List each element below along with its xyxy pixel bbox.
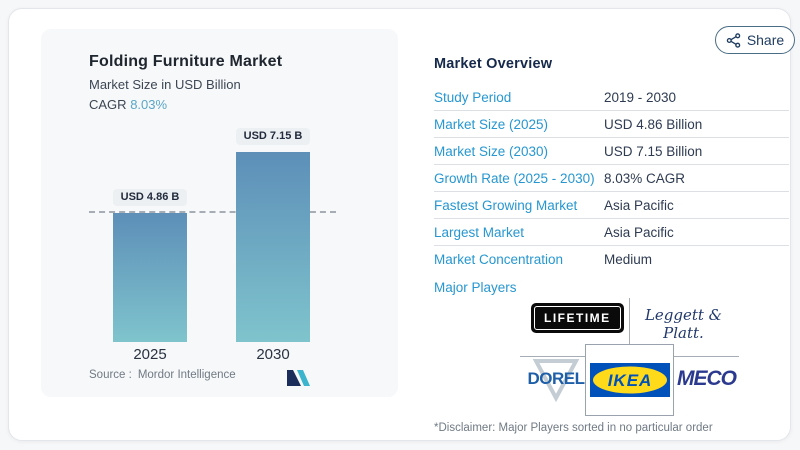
row-value: USD 4.86 Billion (604, 116, 703, 132)
table-row: Largest Market Asia Pacific (434, 219, 789, 246)
mordor-intelligence-logo-icon (287, 370, 310, 386)
row-label: Largest Market (434, 224, 525, 240)
share-icon (726, 32, 741, 48)
bar-2025 (113, 213, 187, 342)
logo-grid-vertical-divider (629, 298, 630, 356)
row-value: 2019 - 2030 (604, 89, 677, 105)
ikea-logo-box: IKEA (585, 344, 674, 416)
row-value: USD 7.15 Billion (604, 143, 703, 159)
table-row: Market Size (2030) USD 7.15 Billion (434, 138, 789, 165)
row-value: Medium (604, 252, 653, 267)
share-button-label: Share (746, 32, 785, 48)
chart-subtitle: Market Size in USD Billion (89, 77, 241, 92)
row-label: Study Period (434, 89, 512, 105)
chart-title: Folding Furniture Market (89, 53, 283, 70)
row-value: Asia Pacific (604, 197, 674, 213)
dorel-logo: DOREL (526, 356, 586, 404)
row-label: Market Concentration (434, 252, 564, 267)
dorel-logo-text: DOREL (527, 369, 586, 388)
table-row: Study Period 2019 - 2030 (434, 84, 789, 111)
bar-2030 (236, 152, 310, 342)
cagr-value: 8.03% (130, 97, 168, 112)
overview-heading: Market Overview (434, 56, 553, 72)
infographic-card: Folding Furniture Market Market Size in … (8, 8, 795, 441)
table-row: Market Size (2025) USD 4.86 Billion (434, 111, 789, 138)
overview-table: Study Period 2019 - 2030 Market Size (20… (434, 84, 789, 273)
lifetime-logo: LIFETIME (531, 303, 624, 333)
major-players-label: Major Players (434, 280, 517, 295)
table-row: Market Concentration Medium (434, 246, 789, 273)
row-label: Fastest Growing Market (434, 197, 578, 213)
row-label: Market Size (2025) (434, 116, 549, 132)
chart-cagr: CAGR 8.03% (89, 97, 167, 112)
major-players-disclaimer: *Disclaimer: Major Players sorted in no … (434, 422, 713, 434)
lifetime-logo-text: LIFETIME (544, 311, 611, 325)
source-label: Source : (89, 369, 132, 381)
row-label: Market Size (2030) (434, 143, 549, 159)
x-axis-label-2025: 2025 (133, 346, 167, 363)
row-label: Growth Rate (2025 - 2030) (434, 170, 595, 186)
reference-dashed-line (89, 211, 336, 213)
source-name: Mordor Intelligence (137, 369, 236, 381)
share-button[interactable]: Share (715, 26, 795, 54)
cagr-label: CAGR (89, 97, 127, 112)
row-value: Asia Pacific (604, 224, 674, 240)
leggett-platt-logo: Leggett & Platt. (644, 306, 723, 342)
chart-panel (41, 29, 398, 397)
table-row: Fastest Growing Market Asia Pacific (434, 192, 789, 219)
ikea-logo: IKEA (589, 363, 670, 397)
bar-chart: USD 4.86 B USD 7.15 B (89, 124, 381, 342)
row-value: 8.03% CAGR (604, 170, 686, 186)
source-row: Source : Mordor Intelligence (89, 369, 242, 381)
dorel-triangle-icon (532, 359, 580, 402)
table-row: Growth Rate (2025 - 2030) 8.03% CAGR (434, 165, 789, 192)
bar-value-label-2025: USD 4.86 B (113, 189, 187, 206)
x-axis-label-2030: 2030 (256, 346, 290, 363)
meco-logo: MECO (677, 367, 737, 390)
ikea-logo-text: IKEA (607, 371, 652, 390)
bar-value-label-2030: USD 7.15 B (236, 128, 310, 145)
lifetime-logo-frame: LIFETIME (534, 306, 621, 330)
